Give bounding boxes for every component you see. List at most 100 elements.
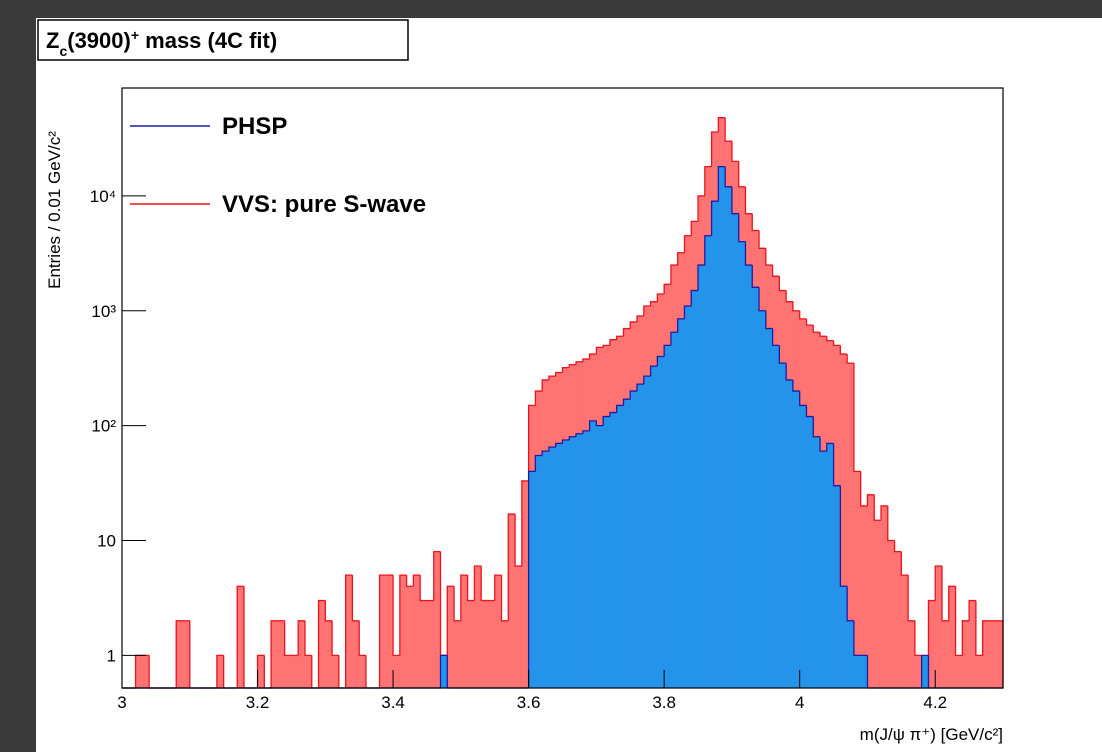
histogram-edge	[507, 513, 516, 621]
histogram-bar	[881, 505, 889, 688]
x-tick-label: 3.2	[246, 693, 270, 712]
histogram-bar	[332, 655, 340, 688]
histogram-edge	[609, 339, 617, 346]
histogram-bar	[833, 485, 841, 688]
histogram-edge	[914, 620, 922, 657]
histogram-bar	[521, 480, 529, 688]
x-tick-label: 3.8	[652, 693, 676, 712]
histogram-bar	[142, 655, 150, 688]
histogram-edge	[480, 565, 488, 602]
y-tick-label: 1	[107, 646, 116, 665]
histogram-edge	[887, 505, 895, 542]
histogram-bar	[176, 620, 184, 688]
title-part: +	[131, 27, 139, 43]
histogram-edge	[175, 620, 183, 688]
histogram-bar	[548, 447, 557, 688]
histogram-edge	[812, 416, 821, 438]
histogram-edge	[832, 340, 841, 347]
histogram-edge	[602, 415, 610, 426]
histogram-edge	[561, 366, 570, 373]
histogram-bar	[853, 471, 861, 688]
title-box	[37, 19, 409, 61]
histogram-edge	[521, 480, 529, 566]
histogram-edge	[710, 131, 719, 167]
histogram-edge	[819, 436, 827, 452]
histogram-edge	[805, 318, 814, 326]
legend-label: PHSP	[222, 113, 287, 140]
histogram-edge	[629, 390, 638, 400]
histogram-edge	[907, 575, 915, 622]
histogram-edge	[643, 375, 651, 385]
histogram-bar	[589, 420, 597, 688]
histogram-edge	[751, 213, 760, 232]
histogram-bar	[284, 655, 292, 688]
histogram-bar	[555, 443, 563, 688]
histogram-edge	[697, 195, 705, 222]
histogram-edge	[954, 586, 963, 657]
x-tick-label: 3.4	[381, 693, 405, 712]
histogram-bar	[759, 310, 767, 688]
histogram-edge	[771, 265, 780, 277]
histogram-edge	[751, 265, 760, 288]
histogram-edge	[527, 404, 536, 481]
histogram-edge	[785, 290, 793, 303]
histogram-bar	[982, 620, 990, 688]
histogram-bar	[698, 265, 706, 688]
histogram-edge	[609, 411, 617, 417]
histogram-edge	[331, 620, 339, 657]
histogram-bar	[352, 620, 360, 688]
histogram-edge	[643, 305, 651, 317]
histogram-bar	[914, 655, 922, 688]
histogram-edge	[697, 264, 705, 291]
histogram-bar	[345, 575, 353, 688]
histogram-edge	[656, 293, 665, 302]
histogram-edge	[317, 599, 326, 688]
histogram-edge	[500, 575, 509, 622]
histogram-edge	[466, 575, 475, 602]
histogram-bar	[860, 505, 868, 688]
histogram-edge	[663, 283, 671, 294]
histogram-bar	[637, 384, 645, 688]
histogram-bar	[569, 436, 577, 688]
histogram-bar	[135, 655, 143, 688]
histogram-edge	[785, 363, 793, 381]
histogram-edge	[982, 620, 990, 656]
histogram-edge	[778, 276, 787, 292]
histogram-edge	[758, 230, 766, 249]
histogram-bar	[447, 586, 455, 688]
histogram-edge	[595, 346, 604, 355]
histogram-bar	[853, 655, 861, 688]
histogram-edge	[541, 379, 549, 392]
x-tick-label: 3.6	[517, 693, 541, 712]
histogram-bar	[887, 540, 895, 688]
histogram-bar	[474, 565, 482, 688]
histogram-edge	[561, 439, 570, 444]
histogram-bar	[440, 655, 448, 688]
histogram-bar	[847, 363, 855, 688]
histogram-bar	[772, 345, 780, 688]
histogram-edge	[460, 574, 468, 621]
histogram-edge	[819, 332, 827, 337]
histogram-edge	[588, 353, 597, 360]
histogram-edge	[792, 301, 800, 312]
histogram-bar	[454, 620, 462, 688]
histogram-bar	[935, 565, 943, 688]
histogram-edge	[731, 141, 739, 162]
histogram-bar	[874, 520, 882, 688]
x-tick-label: 4	[795, 693, 804, 712]
histogram-bar	[779, 363, 787, 688]
histogram-edge	[575, 361, 583, 365]
histogram-edge	[758, 287, 766, 312]
histogram-edge	[846, 586, 854, 622]
histogram-edge	[683, 235, 692, 253]
histogram-bar	[596, 425, 604, 688]
histogram-edge	[616, 335, 624, 340]
histogram-bar	[969, 600, 977, 688]
histogram-edge	[514, 514, 522, 567]
histogram-bar	[989, 620, 997, 688]
histogram-edge	[534, 390, 543, 406]
histogram-bar	[413, 575, 421, 688]
histogram-edge	[622, 398, 631, 406]
histogram-edge	[771, 328, 780, 347]
